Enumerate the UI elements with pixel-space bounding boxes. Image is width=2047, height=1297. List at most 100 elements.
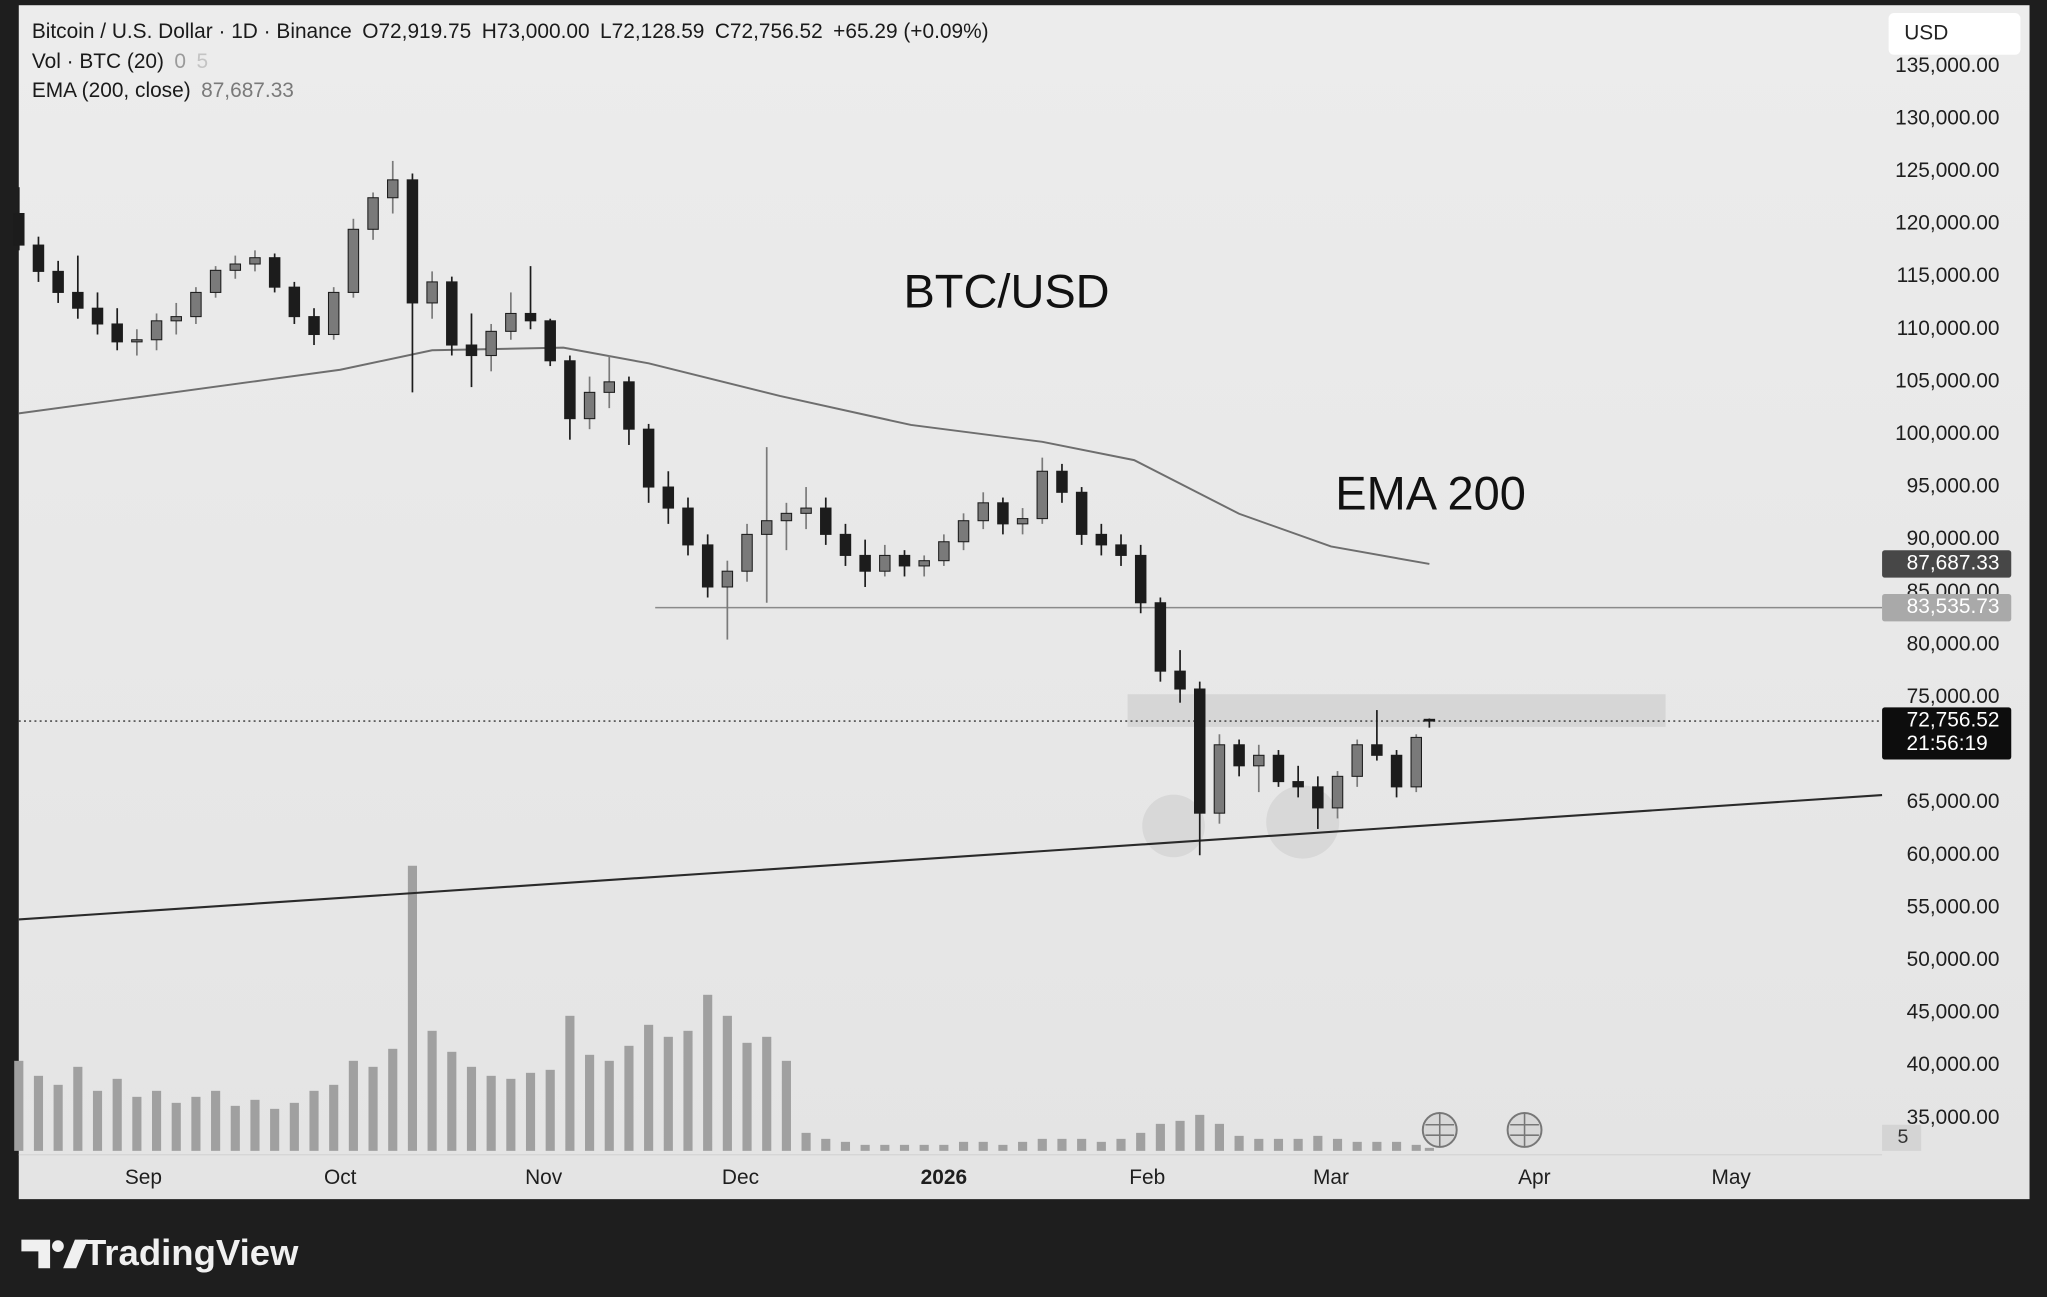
- candle-body: [52, 270, 64, 293]
- volume-bar: [1155, 1123, 1165, 1151]
- trend-line: [18, 794, 1883, 921]
- candle-body: [544, 320, 556, 362]
- y-tick-label: 75,000.00: [1907, 685, 2000, 708]
- candle-body: [367, 197, 379, 230]
- x-tick-label: Mar: [1313, 1166, 1349, 1189]
- candle-body: [1292, 781, 1304, 788]
- candle-body: [13, 212, 25, 246]
- volume-bar: [1116, 1138, 1126, 1151]
- candle-body: [1194, 688, 1206, 814]
- volume-bar: [348, 1060, 358, 1151]
- x-tick-label: Dec: [722, 1166, 759, 1189]
- y-tick-label: 95,000.00: [1907, 475, 2000, 498]
- volume-bar: [978, 1141, 988, 1151]
- volume-bar: [1214, 1123, 1224, 1151]
- volume-bar: [14, 1060, 24, 1151]
- y-tick-label: 45,000.00: [1907, 1001, 2000, 1024]
- chart-panel: [18, 5, 2030, 1200]
- candle-body: [308, 316, 320, 336]
- low-marker: [1266, 785, 1340, 859]
- volume-bar: [1313, 1135, 1323, 1151]
- x-tick-label: Sep: [125, 1166, 162, 1189]
- volume-bar: [624, 1045, 634, 1151]
- candle-body: [91, 307, 104, 325]
- volume-bar: [486, 1075, 496, 1151]
- volume-axis-box: [1882, 1124, 1922, 1151]
- volume-bar: [92, 1090, 103, 1151]
- candle-body: [485, 330, 497, 357]
- candle-body: [505, 312, 517, 332]
- x-tick-label: Nov: [525, 1166, 563, 1189]
- candle-body: [288, 286, 301, 318]
- legend-text: Bitcoin / U.S. Dollar · 1D · Binance: [32, 20, 352, 43]
- candle-body: [446, 281, 458, 346]
- annotation: EMA 200: [1335, 467, 1526, 520]
- candle-body: [1016, 518, 1029, 525]
- resistance-zone: [1127, 694, 1666, 727]
- annotation: BTC/USD: [903, 264, 1109, 317]
- price-tag: [1882, 593, 2012, 622]
- volume-bar: [53, 1084, 63, 1151]
- candle-body: [1390, 754, 1403, 788]
- volume-bar: [899, 1144, 910, 1151]
- candle-body: [879, 554, 891, 572]
- y-tick-label: 120,000.00: [1895, 212, 1999, 235]
- candle-body: [190, 291, 202, 318]
- volume-bar: [1037, 1138, 1047, 1151]
- currency-button[interactable]: [1888, 13, 2021, 55]
- candle-body: [1095, 533, 1108, 546]
- volume-bar: [1096, 1141, 1106, 1151]
- volume-bar: [1332, 1138, 1343, 1151]
- price-tag-label: 87,687.33: [1907, 551, 2000, 574]
- candle-body: [347, 228, 360, 293]
- price-tag-timer: 21:56:19: [1907, 732, 1988, 755]
- event-icon[interactable]: [1506, 1112, 1543, 1148]
- candle-body: [977, 502, 989, 522]
- candle-body: [1410, 736, 1422, 788]
- candle-body: [524, 312, 537, 322]
- candle-body: [1233, 744, 1245, 767]
- candle-body: [327, 291, 340, 336]
- candle-body: [1174, 670, 1186, 690]
- y-tick-label: 35,000.00: [1907, 1106, 2000, 1129]
- candle-body: [918, 560, 930, 567]
- candle-body: [1115, 544, 1127, 556]
- candle-body: [1056, 470, 1068, 493]
- legend-text: H73,000.00: [482, 20, 590, 43]
- volume-bar: [1273, 1138, 1284, 1151]
- volume-bar: [270, 1108, 280, 1151]
- legend-text: Vol · BTC (20): [32, 50, 164, 73]
- candle-body: [268, 257, 281, 288]
- volume-bar: [506, 1078, 516, 1151]
- volume-bar: [742, 1042, 752, 1151]
- y-tick-label: 60,000.00: [1907, 843, 2000, 866]
- volume-bar: [1254, 1138, 1264, 1151]
- volume-bar: [1392, 1141, 1402, 1151]
- candle-body: [1036, 470, 1049, 520]
- volume-bar: [998, 1144, 1008, 1151]
- volume-bar: [939, 1144, 949, 1151]
- legend-text: 5: [196, 50, 208, 73]
- volume-bar: [545, 1069, 555, 1151]
- volume-bar: [958, 1141, 969, 1151]
- volume-bar: [1136, 1132, 1146, 1151]
- volume-bar: [703, 994, 713, 1151]
- x-tick-label: Oct: [324, 1166, 357, 1189]
- candle-body: [721, 570, 734, 588]
- candle-body: [426, 281, 438, 304]
- y-tick-label: 135,000.00: [1895, 54, 1999, 77]
- volume-bar: [1195, 1114, 1205, 1151]
- y-tick-label: 90,000.00: [1907, 527, 2000, 550]
- candle-body: [111, 323, 123, 343]
- volume-bar: [191, 1096, 201, 1151]
- volume-bar: [565, 1015, 575, 1151]
- event-icon[interactable]: [1421, 1112, 1458, 1148]
- candle-body: [997, 502, 1009, 525]
- volume-bar: [1411, 1144, 1421, 1151]
- volume-bar: [919, 1144, 929, 1151]
- volume-bar: [250, 1099, 260, 1151]
- candle-body: [701, 544, 714, 588]
- candle-body: [839, 533, 852, 556]
- volume-bar: [151, 1090, 162, 1151]
- legend-text: O72,919.75: [362, 20, 471, 43]
